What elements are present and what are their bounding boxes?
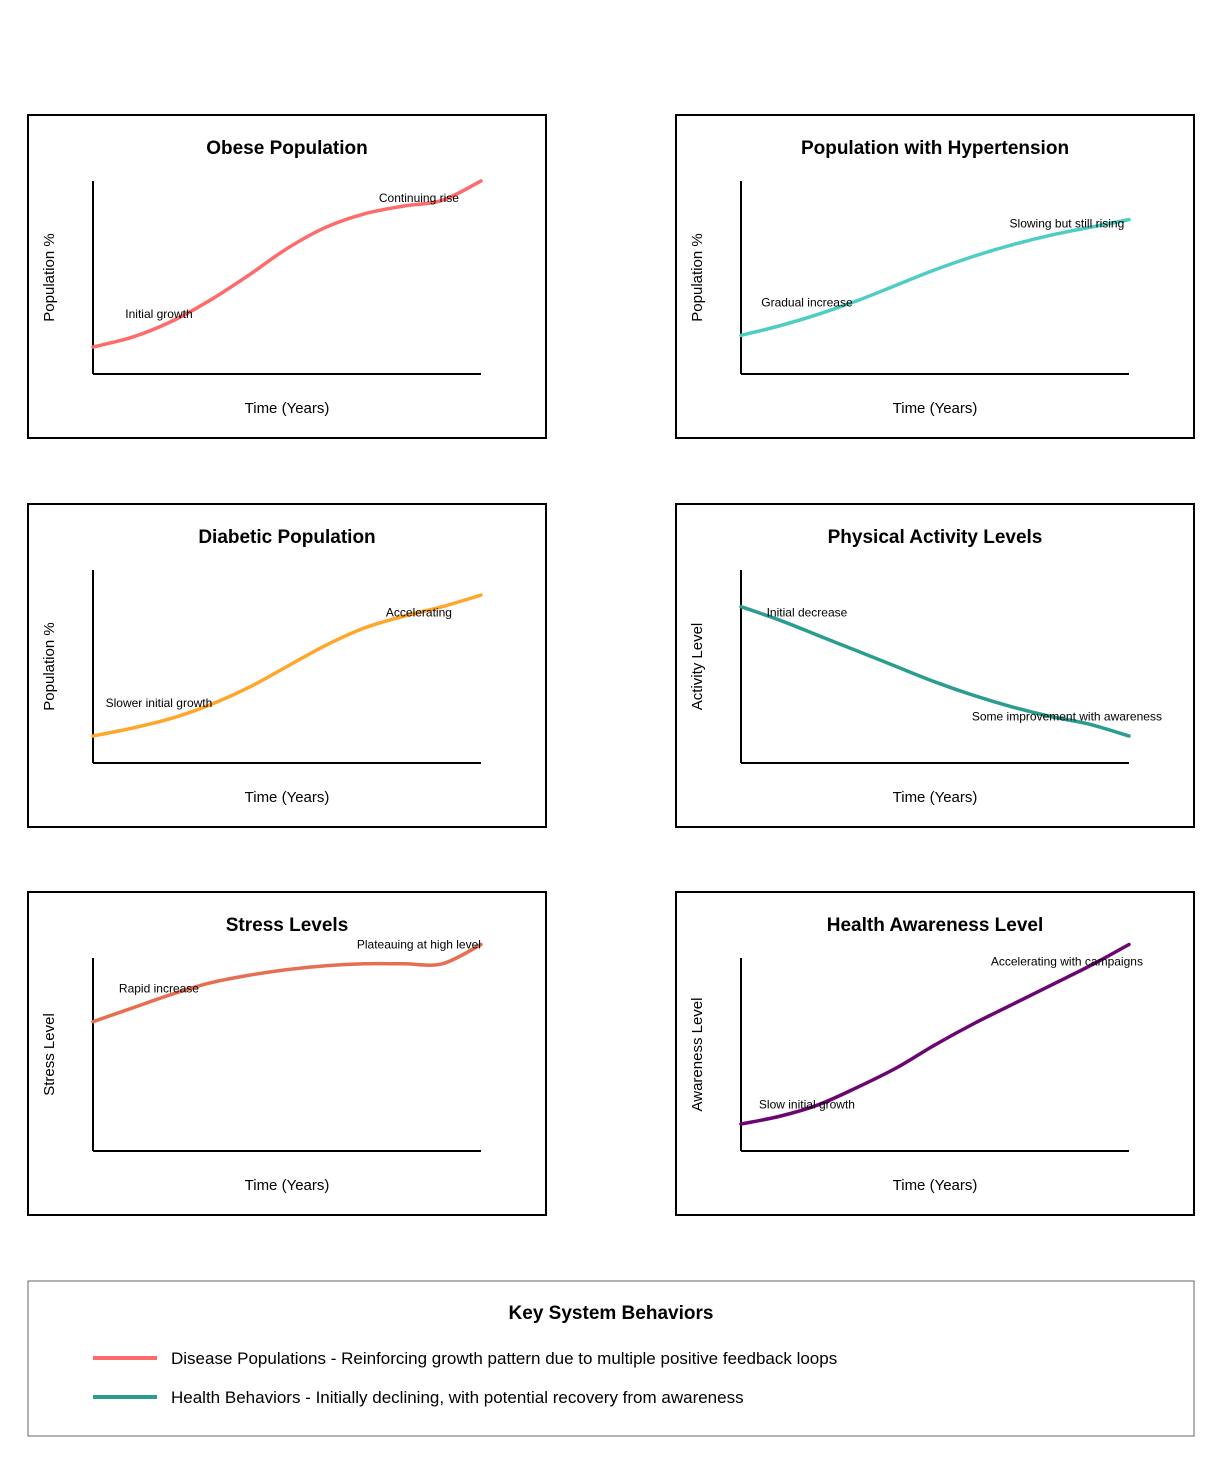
panel-frame: [675, 114, 1195, 439]
y-axis-label: Population %: [41, 233, 58, 321]
chart-panel-physical-activity: Physical Activity Levels Time (Years) Acti…: [675, 503, 1195, 828]
chart-panel-health-awareness: Health Awareness Level Time (Years) Awaren…: [675, 891, 1195, 1216]
panel-frame: [27, 114, 547, 439]
legend-title: Key System Behaviors: [509, 1303, 714, 1324]
annotation-late: Continuing rise: [379, 191, 459, 205]
annotation-late: Plateauing at high level: [357, 937, 481, 951]
series-line: [739, 217, 1131, 338]
x-axis-label: Time (Years): [893, 1177, 978, 1194]
annotation-early: Rapid increase: [119, 982, 199, 996]
annotation-early: Gradual increase: [761, 295, 853, 309]
panel-frame: [675, 891, 1195, 1216]
legend-frame: [27, 1280, 1195, 1437]
series-line: [739, 942, 1131, 1126]
x-axis-label: Time (Years): [245, 400, 330, 417]
panel-frame: [675, 503, 1195, 828]
series-line: [739, 604, 1131, 738]
chart-panel-stress-levels: Stress Levels Time (Years) Stress Level Rap…: [27, 891, 547, 1216]
chart-title: Population with Hypertension: [801, 138, 1069, 159]
chart-title: Obese Population: [206, 138, 368, 159]
chart-title: Stress Levels: [226, 915, 349, 936]
y-axis-label: Stress Level: [41, 1013, 58, 1096]
series-line: [91, 942, 483, 1024]
annotation-late: Accelerating: [386, 605, 452, 619]
x-axis-label: Time (Years): [245, 1177, 330, 1194]
annotation-late: Some improvement with awareness: [972, 710, 1162, 724]
chart-panel-hypertension: Population with Hypertension Time (Years)…: [675, 114, 1195, 439]
annotation-early: Initial decrease: [767, 605, 848, 619]
legend-text-disease: Disease Populations - Reinforcing growth…: [171, 1349, 837, 1368]
legend-box: Key System Behaviors Disease Populations…: [27, 1280, 1195, 1437]
annotation-early: Slower initial growth: [106, 696, 213, 710]
annotation-late: Slowing but still rising: [1010, 216, 1125, 230]
x-axis-label: Time (Years): [245, 789, 330, 806]
y-axis-label: Population %: [689, 233, 706, 321]
chart-title: Health Awareness Level: [827, 915, 1044, 936]
annotation-early: Slow initial growth: [759, 1098, 855, 1112]
annotation-late: Accelerating with campaigns: [991, 955, 1143, 969]
chart-panel-diabetic-population: Diabetic Population Time (Years) Populatio…: [27, 503, 547, 828]
series-line: [91, 593, 483, 738]
y-axis-label: Awareness Level: [689, 998, 706, 1112]
annotation-early: Initial growth: [125, 307, 192, 321]
y-axis-label: Population %: [41, 622, 58, 710]
y-axis-label: Activity Level: [689, 623, 706, 711]
legend-text-health: Health Behaviors - Initially declining, …: [171, 1388, 744, 1407]
panel-frame: [27, 891, 547, 1216]
x-axis-label: Time (Years): [893, 400, 978, 417]
chart-title: Diabetic Population: [198, 527, 375, 548]
series-line: [91, 179, 483, 349]
chart-panel-obese-population: Obese Population Time (Years) Population %…: [27, 114, 547, 439]
x-axis-label: Time (Years): [893, 789, 978, 806]
chart-title: Physical Activity Levels: [828, 527, 1043, 548]
